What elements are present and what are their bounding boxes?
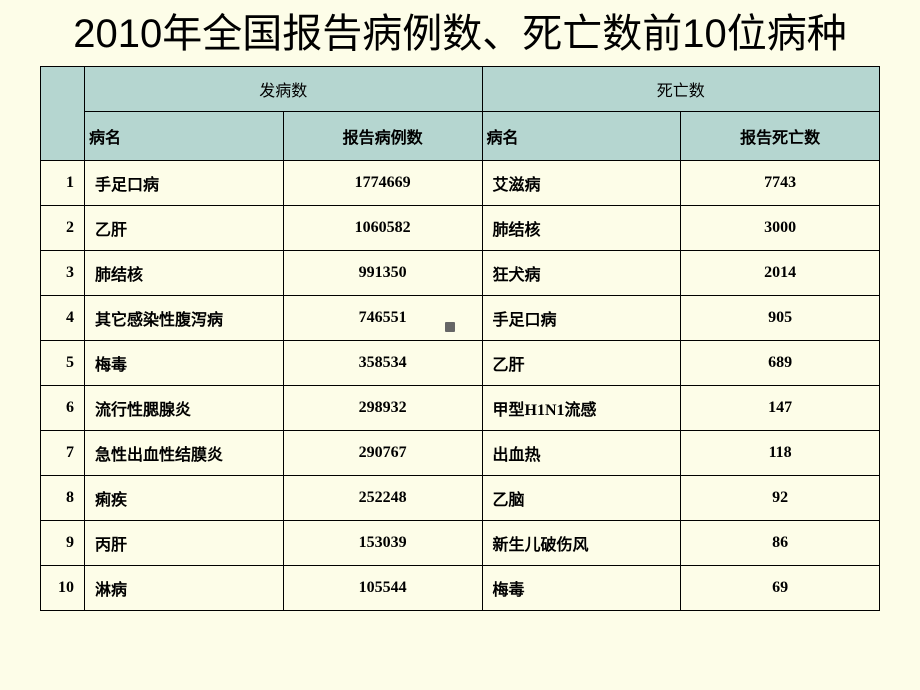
cell-rank: 2 [41,206,85,251]
cell-case-num: 298932 [283,386,482,431]
header-row-sub: 病名 报告病例数 病名 报告死亡数 [41,112,880,161]
cell-death-num: 7743 [681,161,880,206]
cell-death-num: 905 [681,296,880,341]
table-header: 发病数 死亡数 病名 报告病例数 病名 报告死亡数 [41,67,880,161]
header-case-name: 病名 [85,112,284,161]
cell-rank: 6 [41,386,85,431]
cell-case-name: 梅毒 [85,341,284,386]
cell-case-name: 急性出血性结膜炎 [85,431,284,476]
table-row: 3肺结核991350狂犬病2014 [41,251,880,296]
cell-rank: 4 [41,296,85,341]
cell-death-name: 乙脑 [482,476,681,521]
table-row: 6流行性腮腺炎298932甲型H1N1流感147 [41,386,880,431]
cell-rank: 7 [41,431,85,476]
cell-death-num: 147 [681,386,880,431]
cell-case-num: 290767 [283,431,482,476]
table-row: 10淋病105544梅毒69 [41,566,880,611]
table-body: 1手足口病1774669艾滋病77432乙肝1060582肺结核30003肺结核… [41,161,880,611]
table-row: 7急性出血性结膜炎290767出血热118 [41,431,880,476]
cell-case-name: 手足口病 [85,161,284,206]
cell-case-num: 1060582 [283,206,482,251]
cell-rank: 3 [41,251,85,296]
table-row: 1手足口病1774669艾滋病7743 [41,161,880,206]
slide-marker-icon [445,322,455,332]
cell-rank: 9 [41,521,85,566]
cell-rank: 8 [41,476,85,521]
header-cases-group: 发病数 [85,67,483,112]
table-row: 9丙肝153039新生儿破伤风86 [41,521,880,566]
cell-death-name: 梅毒 [482,566,681,611]
cell-death-num: 118 [681,431,880,476]
disease-table: 发病数 死亡数 病名 报告病例数 病名 报告死亡数 1手足口病1774669艾滋… [40,66,880,611]
cell-case-name: 丙肝 [85,521,284,566]
cell-case-name: 流行性腮腺炎 [85,386,284,431]
cell-case-name: 淋病 [85,566,284,611]
table-row: 2乙肝1060582肺结核3000 [41,206,880,251]
cell-case-name: 肺结核 [85,251,284,296]
cell-death-name: 甲型H1N1流感 [482,386,681,431]
cell-case-num: 252248 [283,476,482,521]
header-deaths-group: 死亡数 [482,67,880,112]
cell-case-num: 746551 [283,296,482,341]
table-row: 5梅毒358534乙肝689 [41,341,880,386]
cell-death-num: 3000 [681,206,880,251]
cell-case-name: 其它感染性腹泻病 [85,296,284,341]
cell-case-num: 153039 [283,521,482,566]
header-death-count: 报告死亡数 [681,112,880,161]
cell-case-name: 痢疾 [85,476,284,521]
header-death-name: 病名 [482,112,681,161]
cell-case-num: 991350 [283,251,482,296]
cell-death-num: 86 [681,521,880,566]
cell-rank: 1 [41,161,85,206]
cell-death-num: 689 [681,341,880,386]
cell-death-name: 狂犬病 [482,251,681,296]
table-row: 8痢疾252248乙脑92 [41,476,880,521]
cell-death-num: 92 [681,476,880,521]
cell-death-name: 出血热 [482,431,681,476]
cell-death-name: 艾滋病 [482,161,681,206]
table-row: 4其它感染性腹泻病746551手足口病905 [41,296,880,341]
cell-death-name: 手足口病 [482,296,681,341]
cell-death-name: 新生儿破伤风 [482,521,681,566]
cell-rank: 5 [41,341,85,386]
header-case-count: 报告病例数 [283,112,482,161]
slide-title: 2010年全国报告病例数、死亡数前10位病种 [40,10,880,58]
cell-case-name: 乙肝 [85,206,284,251]
cell-case-num: 1774669 [283,161,482,206]
cell-death-num: 2014 [681,251,880,296]
slide-container: 2010年全国报告病例数、死亡数前10位病种 发病数 死亡数 病名 报告病例数 … [0,0,920,690]
cell-death-name: 乙肝 [482,341,681,386]
cell-death-name: 肺结核 [482,206,681,251]
cell-rank: 10 [41,566,85,611]
cell-case-num: 105544 [283,566,482,611]
cell-death-num: 69 [681,566,880,611]
header-row-group: 发病数 死亡数 [41,67,880,112]
cell-case-num: 358534 [283,341,482,386]
header-rank-blank [41,67,85,161]
